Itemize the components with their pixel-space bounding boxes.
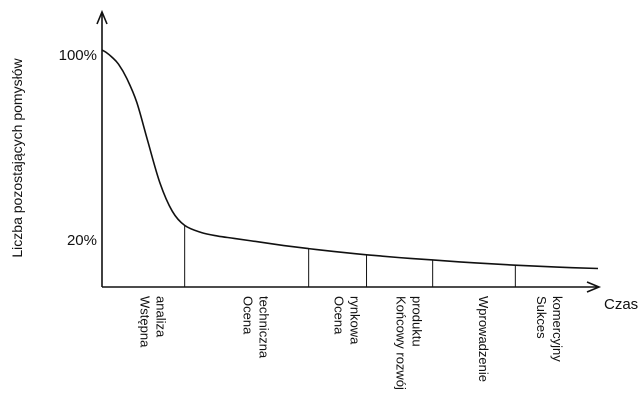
stage-label-line: Wstępna [137, 296, 152, 348]
stage-label-line: techniczna [257, 296, 272, 359]
y-tick-label-100: 100% [59, 47, 97, 64]
stage-label-line: komercyjny [550, 296, 565, 362]
x-axis-arrow [586, 281, 602, 293]
stage-label-line: Wprowadzenie [476, 296, 491, 382]
stage-label-line: analiza [153, 296, 168, 338]
stage-label-line: Ocena [241, 296, 256, 335]
stage-label-line: Końcowy rozwój [394, 296, 409, 390]
stage-label-line: Ocena [332, 296, 347, 335]
y-axis-label: Liczba pozostających pomysłów [9, 58, 25, 258]
x-axis-label: Czas [604, 296, 638, 313]
stage-labels: Wstępna analiza Ocena techniczna Ocena rynkow… [137, 296, 565, 390]
stage-label-line: produktu [410, 296, 425, 347]
y-axis-arrow [96, 9, 108, 25]
stage-label-line: Sukces [534, 296, 549, 339]
axes [96, 9, 602, 293]
stage-dividers [184, 225, 516, 287]
y-tick-label-20: 20% [67, 232, 97, 249]
series-line [101, 49, 599, 270]
stage-label-line: rynkowa [348, 296, 363, 345]
